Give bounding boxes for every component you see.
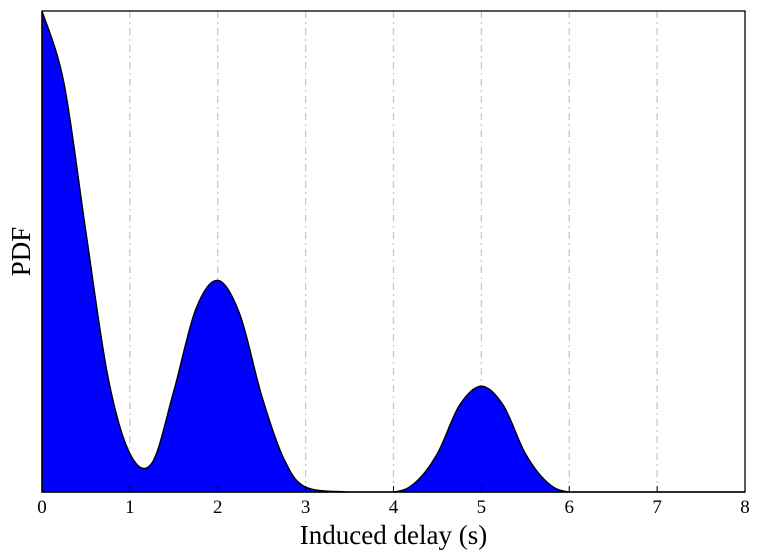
x-tick-label: 0 — [37, 497, 47, 518]
x-tick-label: 5 — [477, 497, 487, 518]
x-axis: 0 1 2 3 4 5 6 7 8 — [37, 486, 750, 518]
x-tick-label: 6 — [565, 497, 575, 518]
x-tick-label: 1 — [125, 497, 135, 518]
grid — [129, 11, 658, 492]
x-tick-label: 8 — [740, 497, 750, 518]
x-tick-label: 7 — [652, 497, 662, 518]
x-axis-label: Induced delay (s) — [300, 520, 487, 550]
x-tick-label: 3 — [301, 497, 311, 518]
x-tick-label: 2 — [213, 497, 223, 518]
x-tick-label: 4 — [389, 497, 399, 518]
y-axis-label: PDF — [6, 227, 36, 277]
